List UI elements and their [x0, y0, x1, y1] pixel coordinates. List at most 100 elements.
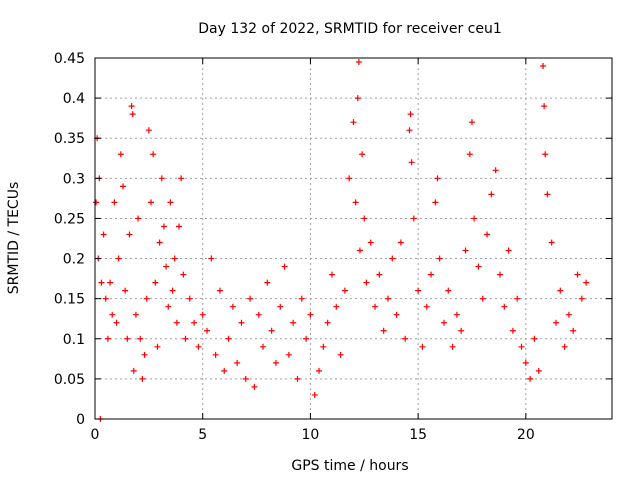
- data-point: [242, 375, 249, 382]
- data-point: [264, 279, 271, 286]
- y-axis-label: SRMTID / TECUs: [6, 182, 22, 295]
- data-point: [542, 151, 549, 158]
- data-point: [346, 175, 353, 182]
- data-point: [376, 271, 383, 278]
- data-point: [341, 287, 348, 294]
- data-point: [182, 335, 189, 342]
- data-point: [509, 327, 516, 334]
- data-point: [522, 359, 529, 366]
- x-tick-label: 0: [91, 427, 100, 443]
- data-point: [130, 367, 137, 374]
- data-point: [574, 271, 581, 278]
- data-point: [93, 199, 100, 206]
- data-point: [458, 327, 465, 334]
- data-point: [372, 303, 379, 310]
- data-point: [303, 335, 310, 342]
- x-axis-label: GPS time / hours: [291, 458, 408, 474]
- y-tick-label: 0.35: [54, 131, 85, 147]
- data-point: [445, 287, 452, 294]
- x-tick-label: 15: [409, 427, 427, 443]
- data-point: [102, 295, 109, 302]
- data-point: [466, 151, 473, 158]
- data-point: [361, 215, 368, 222]
- data-point: [199, 311, 206, 318]
- data-point: [129, 111, 136, 118]
- data-point: [107, 279, 114, 286]
- data-point: [238, 319, 245, 326]
- data-point: [548, 239, 555, 246]
- x-tick-label: 5: [198, 427, 207, 443]
- data-point: [178, 175, 185, 182]
- data-point: [277, 303, 284, 310]
- data-point: [514, 295, 521, 302]
- data-point: [163, 263, 170, 270]
- data-point: [307, 311, 314, 318]
- data-point: [389, 255, 396, 262]
- data-point: [583, 279, 590, 286]
- data-point: [496, 271, 503, 278]
- data-point: [145, 127, 152, 134]
- data-point: [221, 367, 228, 374]
- data-point: [120, 183, 127, 190]
- data-point: [165, 303, 172, 310]
- data-point: [216, 287, 223, 294]
- data-point: [393, 311, 400, 318]
- data-point: [152, 279, 159, 286]
- data-point: [540, 63, 547, 70]
- data-point: [406, 127, 413, 134]
- data-point: [122, 287, 129, 294]
- y-tick-label: 0.25: [54, 211, 85, 227]
- data-point: [113, 319, 120, 326]
- data-point: [518, 343, 525, 350]
- data-point: [380, 327, 387, 334]
- axis-ticks: 0 5 10 15 20 0 0.05 0.1 0.15 0.2 0.25 0.3 0.35 0.4 0.4…: [54, 51, 612, 443]
- data-point: [169, 287, 176, 294]
- data-point: [124, 335, 131, 342]
- data-point: [311, 391, 318, 398]
- data-point: [260, 343, 267, 350]
- data-point: [251, 383, 258, 390]
- data-point: [397, 239, 404, 246]
- data-point: [167, 199, 174, 206]
- y-tick-label: 0: [76, 412, 85, 428]
- data-point: [294, 375, 301, 382]
- data-point: [290, 319, 297, 326]
- data-point: [578, 295, 585, 302]
- data-point: [111, 199, 118, 206]
- data-point: [552, 319, 559, 326]
- data-point: [432, 199, 439, 206]
- data-point: [367, 239, 374, 246]
- data-point: [320, 343, 327, 350]
- data-point: [355, 59, 362, 66]
- data-point: [115, 255, 122, 262]
- data-point: [143, 295, 150, 302]
- data-point: [195, 343, 202, 350]
- data-point: [352, 199, 359, 206]
- y-tick-label: 0.3: [63, 171, 85, 187]
- data-point: [137, 335, 144, 342]
- data-point: [126, 231, 133, 238]
- data-point: [428, 271, 435, 278]
- data-point: [492, 167, 499, 174]
- data-point: [158, 175, 165, 182]
- data-point: [363, 279, 370, 286]
- data-point: [191, 319, 198, 326]
- data-point: [186, 295, 193, 302]
- data-point: [117, 151, 124, 158]
- data-point: [156, 239, 163, 246]
- data-point: [229, 303, 236, 310]
- data-points: [93, 59, 590, 422]
- data-point: [475, 263, 482, 270]
- data-point: [561, 343, 568, 350]
- data-point: [415, 287, 422, 294]
- data-point: [208, 255, 215, 262]
- data-point: [128, 103, 135, 110]
- data-point: [109, 311, 116, 318]
- data-point: [298, 295, 305, 302]
- data-point: [98, 279, 105, 286]
- data-point: [173, 319, 180, 326]
- data-point: [132, 311, 139, 318]
- data-point: [531, 335, 538, 342]
- data-point: [285, 351, 292, 358]
